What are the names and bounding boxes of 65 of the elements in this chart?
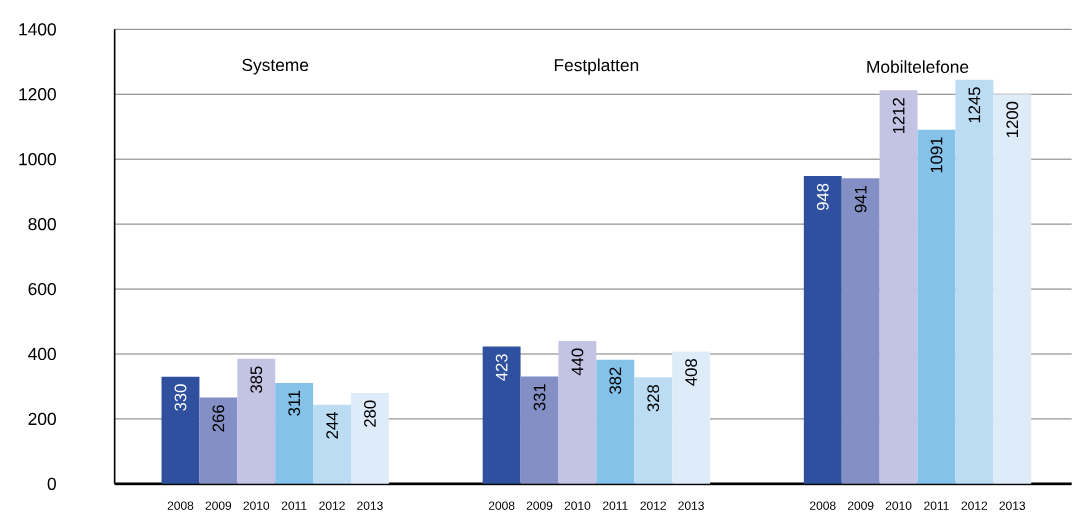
data-label: 311 (288, 390, 301, 416)
text: 2011 (924, 501, 949, 511)
y-tick-label: 1000 (19, 153, 56, 166)
bar (803, 176, 842, 485)
data-label: 244 (326, 412, 338, 439)
bar (672, 351, 711, 485)
y-tick-label: 1200 (19, 88, 56, 101)
bar (634, 377, 673, 485)
text: 2010 (564, 501, 591, 511)
bar (917, 129, 956, 485)
bar (558, 341, 597, 485)
y-tick-label: 800 (28, 218, 56, 231)
bar (237, 359, 276, 485)
x-tick-label: Systeme (242, 59, 309, 75)
text: 2012 (640, 501, 666, 511)
bar (596, 360, 635, 485)
series-label: 2010 (243, 501, 270, 511)
bar (841, 178, 880, 485)
bar (161, 376, 200, 485)
data-label: 266 (212, 405, 225, 432)
data-label: 408 (685, 359, 698, 386)
data-label: 941 (854, 186, 867, 213)
bar (520, 376, 559, 485)
data-label: 1212 (892, 98, 905, 134)
series-label: 2011 (281, 501, 307, 511)
bar (993, 94, 1032, 485)
y-tick-label: 600 (28, 283, 56, 296)
text: 2008 (810, 501, 836, 511)
text: 2008 (488, 501, 515, 511)
text: 2011 (603, 501, 628, 511)
data-label: 948 (816, 183, 829, 211)
y-tick-label: 200 (28, 413, 56, 426)
data-label: 330 (174, 384, 187, 412)
data-label: 1245 (968, 87, 981, 123)
text: 2009 (526, 501, 553, 511)
text: 2012 (961, 501, 988, 511)
text: 2009 (847, 501, 874, 511)
text: 2013 (678, 501, 704, 511)
data-label: 328 (647, 385, 660, 412)
series-label: 2013 (357, 501, 383, 511)
data-label: 1200 (1006, 102, 1019, 138)
data-label: 331 (533, 384, 546, 411)
text: 2013 (999, 501, 1026, 511)
x-tick-label: Mobiltelefone (867, 60, 969, 74)
data-label: 280 (364, 400, 376, 428)
bar (313, 404, 351, 485)
bar (351, 393, 389, 485)
bar (482, 346, 521, 485)
series-label: 2012 (319, 501, 345, 511)
bar (275, 383, 314, 485)
bar (955, 79, 994, 485)
x-tick-label: Festplatten (554, 58, 639, 75)
series-label: 2009 (205, 501, 232, 511)
data-label: 440 (571, 348, 584, 376)
y-tick-label: 1400 (19, 23, 56, 36)
series-label: 2008 (167, 501, 194, 511)
bar (199, 397, 238, 485)
data-label: 385 (250, 366, 263, 394)
bar (879, 90, 918, 485)
y-tick-label: 400 (28, 348, 56, 361)
data-label: 1091 (930, 137, 943, 173)
data-label: 382 (609, 367, 622, 395)
y-tick-label: 0 (47, 477, 56, 491)
data-label: 423 (495, 354, 508, 382)
text: 2010 (885, 501, 912, 511)
